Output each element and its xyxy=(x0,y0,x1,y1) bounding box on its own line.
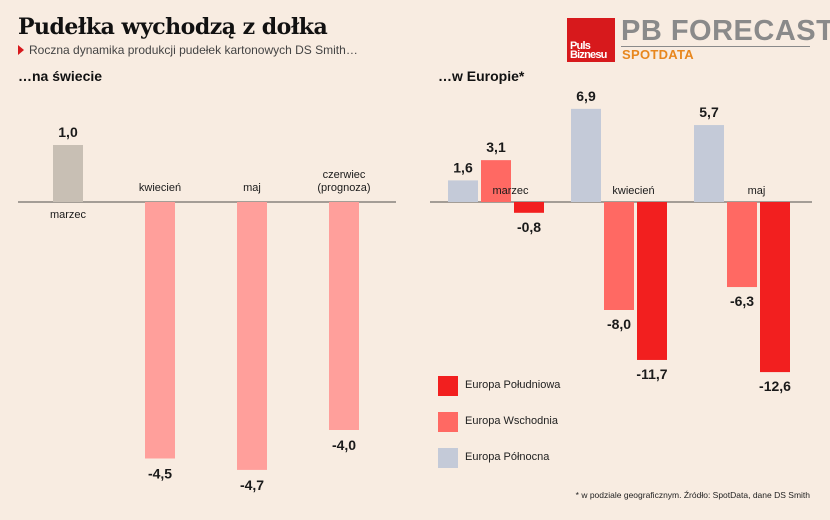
chart-title: Pudełka wychodzą z dołka xyxy=(18,14,328,40)
europe-bar-0-2 xyxy=(514,202,544,213)
puls-biznesu-logo: Puls Biznesu xyxy=(567,18,615,62)
legend-swatch-east xyxy=(438,412,458,432)
europe-bar-2-0 xyxy=(694,125,724,202)
europe-bar-2-2 xyxy=(760,202,790,373)
world-category-label-1: kwiecień xyxy=(139,182,181,194)
europe-bar-0-0 xyxy=(448,180,478,202)
europe-bar-2-1 xyxy=(727,202,757,288)
europe-value-label-2-0: 5,7 xyxy=(699,104,719,120)
world-category-label-0: marzec xyxy=(50,209,87,221)
europe-value-label-0-2: -0,8 xyxy=(517,219,541,235)
europe-value-label-0-1: 3,1 xyxy=(486,139,506,155)
world-bar-1 xyxy=(145,202,175,459)
world-value-label-1: -4,5 xyxy=(148,466,172,482)
world-value-label-0: 1,0 xyxy=(58,124,78,140)
legend-swatch-south xyxy=(438,376,458,396)
legend-label-north: Europa Północna xyxy=(465,451,550,463)
europe-category-label-2: maj xyxy=(748,185,766,197)
footnote: * w podziale geograficznym. Źródło: Spot… xyxy=(575,490,810,500)
europe-value-label-1-1: -8,0 xyxy=(607,316,631,332)
europe-value-label-1-2: -11,7 xyxy=(636,366,667,382)
world-bar-3 xyxy=(329,202,359,430)
world-bar-2 xyxy=(237,202,267,470)
europe-value-label-2-1: -6,3 xyxy=(730,293,754,309)
world-value-label-2: -4,7 xyxy=(240,477,264,493)
pb-forecast-logo: Puls Biznesu PB FORECAST SPOTDATA xyxy=(567,15,830,62)
europe-bar-0-1 xyxy=(481,160,511,202)
europe-value-label-2-2: -12,6 xyxy=(759,378,791,394)
world-bar-0 xyxy=(53,145,83,202)
europe-bar-1-2 xyxy=(637,202,667,360)
world-value-label-3: -4,0 xyxy=(332,437,356,453)
logo-spotdata: SPOTDATA xyxy=(622,47,694,62)
europe-bar-1-0 xyxy=(571,108,601,202)
world-panel-title: …na świecie xyxy=(18,68,103,84)
logo-rule xyxy=(621,46,810,47)
logo-box-line2: Biznesu xyxy=(570,49,607,61)
subtitle-text: Roczna dynamika produkcji pudełek karton… xyxy=(29,43,358,57)
logo-box-line1: Puls xyxy=(570,40,591,52)
europe-value-label-0-0: 1,6 xyxy=(453,159,473,175)
europe-category-label-0: marzec xyxy=(492,185,529,197)
europe-value-label-1-0: 6,9 xyxy=(576,88,596,104)
logo-brand: PB FORECAST xyxy=(621,15,830,47)
world-category-label-3: czerwiec (prognoza) xyxy=(317,169,370,194)
europe-bar-1-1 xyxy=(604,202,634,310)
subtitle-marker-icon xyxy=(18,45,24,55)
world-category-label-2: maj xyxy=(243,182,261,194)
legend-label-south: Europa Południowa xyxy=(465,379,561,391)
europe-category-label-1: kwiecień xyxy=(612,185,654,197)
chart-subtitle: Roczna dynamika produkcji pudełek karton… xyxy=(18,43,358,57)
legend-label-east: Europa Wschodnia xyxy=(465,415,558,427)
legend-swatch-north xyxy=(438,448,458,468)
europe-panel-title: …w Europie* xyxy=(438,68,525,84)
